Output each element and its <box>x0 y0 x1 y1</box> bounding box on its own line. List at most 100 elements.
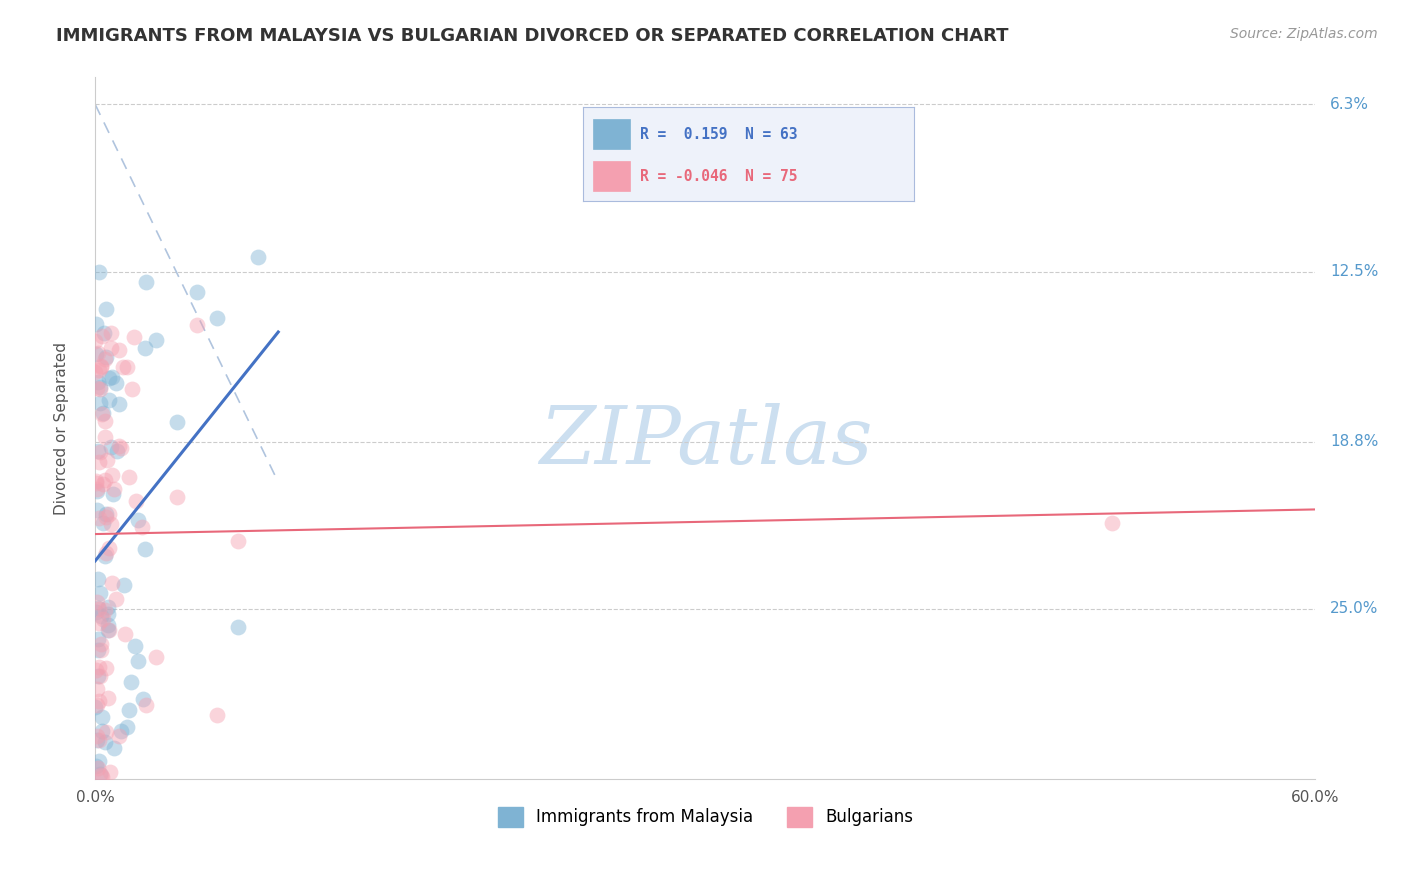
Point <box>125 493 148 508</box>
Point <box>112 577 135 591</box>
Point <box>93 516 115 530</box>
Point <box>87 511 110 525</box>
Point <box>84 347 107 361</box>
Point <box>84 365 107 379</box>
Point <box>91 477 114 491</box>
Point <box>89 396 111 410</box>
Point <box>97 623 120 637</box>
Text: ZIPatlas: ZIPatlas <box>538 403 872 481</box>
Point <box>86 595 108 609</box>
Point <box>97 392 120 407</box>
Point <box>84 334 107 349</box>
Point <box>86 483 108 498</box>
Point <box>87 643 110 657</box>
Point <box>87 669 110 683</box>
Point <box>90 723 112 738</box>
Text: 25.0%: 25.0% <box>1330 601 1378 616</box>
Point <box>205 311 228 326</box>
Point <box>96 452 118 467</box>
Point <box>100 341 122 355</box>
Legend: Immigrants from Malaysia, Bulgarians: Immigrants from Malaysia, Bulgarians <box>491 800 920 834</box>
Point <box>89 669 111 683</box>
Point <box>97 623 120 637</box>
Point <box>100 326 122 340</box>
Point <box>166 490 188 504</box>
Point <box>205 707 228 722</box>
Point <box>89 754 111 768</box>
Point <box>87 601 110 615</box>
Text: 6.3%: 6.3% <box>1330 97 1369 112</box>
Point <box>124 639 146 653</box>
Point <box>127 654 149 668</box>
Point <box>132 691 155 706</box>
Point <box>90 710 112 724</box>
Point <box>103 741 125 756</box>
Point <box>94 735 117 749</box>
Point <box>84 699 107 714</box>
Point <box>94 429 117 443</box>
Point <box>86 632 108 646</box>
Point <box>104 591 127 606</box>
Point <box>94 549 117 563</box>
Point <box>89 586 111 600</box>
Point <box>90 770 112 784</box>
Point <box>112 360 135 375</box>
Text: Divorced or Separated: Divorced or Separated <box>53 342 69 515</box>
Point <box>87 375 110 389</box>
Point <box>86 381 108 395</box>
Point <box>124 330 146 344</box>
Point <box>89 383 111 397</box>
Point <box>94 725 117 739</box>
Point <box>226 534 249 549</box>
Point <box>90 637 112 651</box>
Point <box>94 350 117 364</box>
Point <box>86 572 108 586</box>
Point <box>89 694 111 708</box>
Point <box>97 618 120 632</box>
Point <box>87 444 110 458</box>
Point <box>87 346 110 360</box>
Point <box>145 650 167 665</box>
Point <box>87 616 110 631</box>
Point <box>94 507 117 521</box>
Point <box>90 767 112 781</box>
Point <box>105 443 128 458</box>
Point <box>101 467 124 482</box>
Point <box>97 607 120 622</box>
Point <box>118 470 141 484</box>
Point <box>94 510 117 524</box>
Point <box>94 414 117 428</box>
Point <box>103 483 125 497</box>
Point <box>87 733 110 747</box>
Point <box>117 720 139 734</box>
Point <box>94 546 117 560</box>
Point <box>84 475 107 490</box>
Point <box>91 612 114 626</box>
Point <box>84 663 107 677</box>
Point <box>86 698 108 712</box>
Point <box>97 371 120 385</box>
Point <box>86 482 108 496</box>
Bar <box>593 161 630 191</box>
Point <box>89 608 111 623</box>
Text: Source: ZipAtlas.com: Source: ZipAtlas.com <box>1230 27 1378 41</box>
Point <box>246 250 269 264</box>
Point <box>100 370 122 384</box>
Text: R = -0.046  N = 75: R = -0.046 N = 75 <box>640 169 797 184</box>
Point <box>86 729 108 743</box>
Point <box>84 317 107 331</box>
Point <box>135 275 157 289</box>
Point <box>87 602 110 616</box>
Point <box>90 359 112 373</box>
Point <box>110 723 132 738</box>
Point <box>98 541 121 556</box>
Point <box>134 341 156 355</box>
Text: R =  0.159  N = 63: R = 0.159 N = 63 <box>640 127 797 142</box>
Point <box>90 359 112 374</box>
Point <box>90 643 112 657</box>
Text: IMMIGRANTS FROM MALAYSIA VS BULGARIAN DIVORCED OR SEPARATED CORRELATION CHART: IMMIGRANTS FROM MALAYSIA VS BULGARIAN DI… <box>56 27 1008 45</box>
Point <box>121 382 143 396</box>
Point <box>89 767 111 781</box>
Point <box>86 733 108 747</box>
Point <box>84 605 107 619</box>
